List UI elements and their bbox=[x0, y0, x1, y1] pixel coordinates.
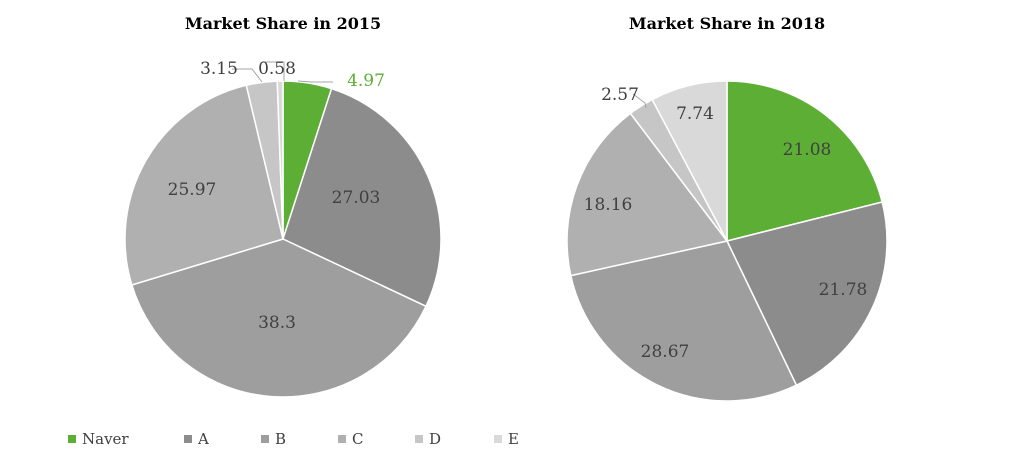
pie-slice-a bbox=[282, 87, 442, 308]
legend-label-b: B bbox=[275, 430, 286, 448]
chart-title-2015: Market Share in 2015 bbox=[185, 14, 381, 33]
pie-slices-2015 bbox=[124, 80, 442, 398]
data-label-b: 28.67 bbox=[641, 342, 690, 362]
data-label-naver: 21.08 bbox=[783, 140, 832, 160]
data-label-a: 21.78 bbox=[819, 280, 868, 300]
pie-slice-e bbox=[651, 80, 728, 242]
pie-labels-2015: 4.97 27.03 38.3 25.97 3.15 0.58 bbox=[168, 59, 385, 333]
legend-label-e: E bbox=[508, 430, 519, 448]
pie-slice-a bbox=[725, 201, 888, 387]
legend: Naver A B C D E bbox=[68, 430, 519, 448]
leader-line-e bbox=[263, 61, 285, 81]
pie-slice-c bbox=[124, 84, 284, 286]
pie-labels-2018: 21.08 21.78 28.67 18.16 2.57 7.74 bbox=[584, 85, 868, 362]
leader-line-d bbox=[632, 93, 647, 109]
legend-label-naver: Naver bbox=[82, 430, 129, 448]
legend-swatch-e bbox=[494, 435, 502, 443]
data-label-e: 7.74 bbox=[676, 104, 714, 124]
legend-swatch-a bbox=[184, 435, 192, 443]
data-label-b: 38.3 bbox=[258, 313, 296, 333]
pie-slice-b bbox=[569, 240, 798, 402]
pie-slice-naver bbox=[726, 80, 884, 242]
pie-slice-c bbox=[566, 112, 729, 277]
pie-slice-e bbox=[276, 80, 284, 240]
leader-line-naver bbox=[297, 80, 333, 83]
legend-swatch-b bbox=[261, 435, 269, 443]
data-label-naver: 4.97 bbox=[347, 71, 385, 91]
legend-swatch-naver bbox=[68, 435, 76, 443]
pie-slice-b bbox=[130, 238, 427, 398]
legend-label-d: D bbox=[429, 430, 441, 448]
legend-label-a: A bbox=[197, 430, 209, 448]
pie-chart-2018: Market Share in 2018 21.08 21.78 28.67 18.1… bbox=[566, 14, 888, 402]
chart-title-2018: Market Share in 2018 bbox=[629, 14, 825, 33]
data-label-c: 18.16 bbox=[584, 195, 633, 215]
data-label-d: 2.57 bbox=[601, 85, 639, 105]
pie-slices-2018 bbox=[566, 80, 888, 402]
leader-line-d bbox=[232, 68, 263, 83]
data-label-c: 25.97 bbox=[168, 180, 217, 200]
data-label-e: 0.58 bbox=[258, 59, 296, 79]
pie-chart-2015: Market Share in 2015 4.97 27.03 38.3 25.97 3… bbox=[124, 14, 442, 398]
data-label-d: 3.15 bbox=[200, 59, 238, 79]
legend-label-c: C bbox=[352, 430, 363, 448]
legend-swatch-c bbox=[338, 435, 346, 443]
legend-swatch-d bbox=[415, 435, 423, 443]
data-label-a: 27.03 bbox=[332, 188, 381, 208]
